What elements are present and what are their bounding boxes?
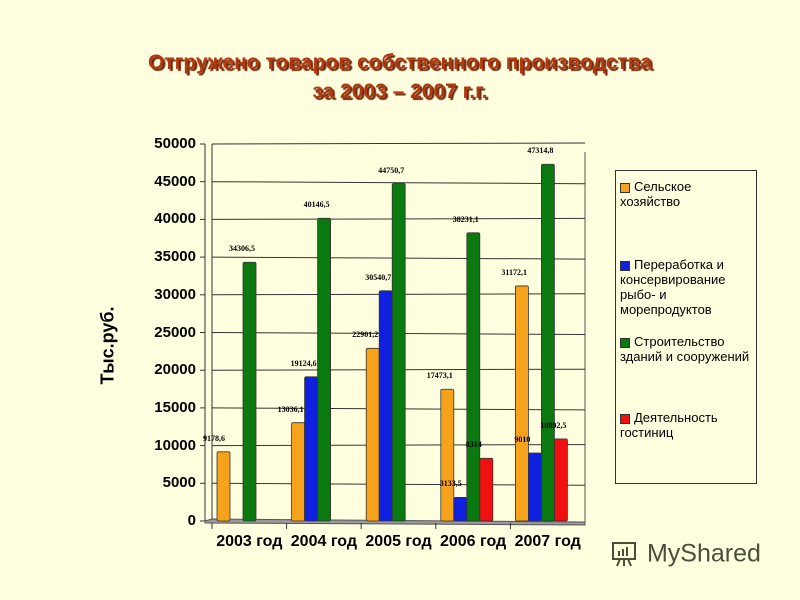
legend-label: Сельское хозяйство <box>620 179 692 209</box>
myshared-logo: MyShared <box>608 538 761 570</box>
y-tick-label: 20000 <box>154 361 196 379</box>
x-tick-label: 2006 год <box>439 533 507 550</box>
y-tick-label: 10000 <box>154 436 196 454</box>
legend-item: Сельское хозяйство <box>620 179 754 209</box>
bar <box>515 285 529 522</box>
bar <box>391 183 406 522</box>
legend-item: Переработка и консервирование рыбо- и мо… <box>620 257 754 317</box>
data-value-label: 22901,2 <box>352 330 379 340</box>
bar <box>378 290 393 522</box>
data-value-label: 10892,5 <box>540 420 567 430</box>
bar <box>304 376 319 522</box>
legend-item: Деятельность гостиниц <box>620 410 754 440</box>
data-value-label: 9010 <box>514 435 531 445</box>
x-tick-label: 2003 год <box>216 533 283 550</box>
legend-swatch <box>620 182 630 193</box>
data-value-label: 9178,6 <box>203 433 225 443</box>
data-value-label: 30540,7 <box>365 272 392 282</box>
bar <box>528 452 542 522</box>
legend-label: Переработка и консервирование рыбо- и мо… <box>620 257 726 317</box>
bar <box>242 261 257 522</box>
chart-title-line1: Отгружено товаров собственного производс… <box>147 51 653 74</box>
x-tick-label: 2007 год <box>514 533 581 550</box>
bar <box>440 388 455 522</box>
x-tick-label: 2005 год <box>365 533 432 550</box>
bar <box>365 347 380 522</box>
data-value-label: 38231,1 <box>452 214 479 224</box>
data-value-label: 3133,5 <box>439 479 462 489</box>
y-tick-label: 40000 <box>154 210 196 228</box>
chart-title-line2: за 2003 – 2007 г.г. <box>312 80 488 103</box>
legend-label: Деятельность гостиниц <box>620 410 718 440</box>
bar <box>466 232 481 522</box>
legend-swatch <box>620 260 630 271</box>
y-tick-label: 0 <box>187 512 196 529</box>
data-value-label: 47314,8 <box>527 146 554 156</box>
chart-legend: Сельское хозяйство Переработка и консерви… <box>615 170 757 484</box>
watermark-text: MyShared <box>646 539 761 568</box>
data-value-label: 34306,5 <box>229 244 255 254</box>
legend-swatch <box>620 337 630 348</box>
bar <box>479 457 494 522</box>
bar <box>554 438 568 522</box>
x-tick-label: 2004 год <box>290 533 357 550</box>
y-axis-label: Тыс.руб. <box>97 306 118 385</box>
data-value-label: 31172,1 <box>501 267 527 277</box>
bar <box>541 163 555 522</box>
data-value-label: 40146,5 <box>303 200 330 210</box>
legend-swatch <box>620 413 630 424</box>
y-tick-label: 15000 <box>154 398 196 416</box>
y-tick-label: 35000 <box>154 248 196 266</box>
data-value-label: 8314 <box>465 440 482 450</box>
legend-label: Строительство зданий и сооружений <box>620 334 750 364</box>
presentation-board-icon <box>612 542 636 567</box>
data-value-label: 13036,1 <box>277 404 304 414</box>
bar <box>317 217 332 522</box>
bar <box>216 451 231 522</box>
legend-item: Строительство зданий и сооружений <box>620 334 754 364</box>
y-tick-label: 5000 <box>162 474 196 492</box>
bar <box>453 496 468 522</box>
data-value-label: 17473,1 <box>426 371 453 381</box>
y-tick-label: 50000 <box>154 135 196 152</box>
y-tick-label: 45000 <box>154 172 196 190</box>
data-value-label: 44750,7 <box>378 165 405 175</box>
y-tick-label: 25000 <box>154 323 196 341</box>
data-value-label: 19124,6 <box>290 358 317 368</box>
y-tick-label: 30000 <box>154 285 196 303</box>
bar <box>291 422 306 522</box>
